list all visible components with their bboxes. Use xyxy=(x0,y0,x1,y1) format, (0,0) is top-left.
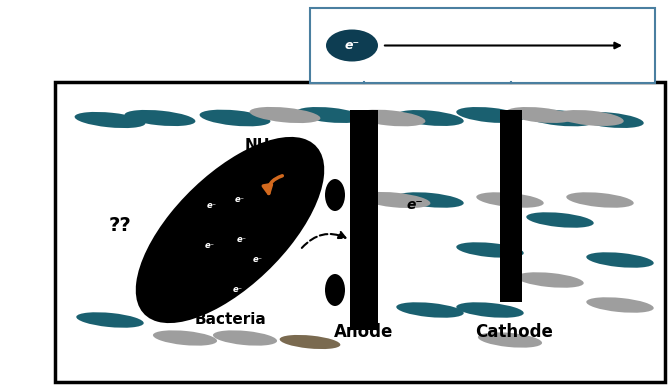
Ellipse shape xyxy=(354,110,425,126)
Ellipse shape xyxy=(250,107,320,123)
Bar xyxy=(350,110,378,330)
Bar xyxy=(310,8,655,83)
Ellipse shape xyxy=(296,107,364,123)
Ellipse shape xyxy=(476,192,544,208)
Text: Cathode: Cathode xyxy=(475,323,553,341)
Ellipse shape xyxy=(526,212,594,228)
Ellipse shape xyxy=(325,179,345,211)
Ellipse shape xyxy=(576,112,644,128)
Ellipse shape xyxy=(586,252,654,268)
FancyArrowPatch shape xyxy=(263,176,282,194)
Ellipse shape xyxy=(517,272,584,288)
Ellipse shape xyxy=(556,110,624,126)
Ellipse shape xyxy=(76,312,144,328)
Text: e⁻: e⁻ xyxy=(344,39,360,52)
Text: NH₄⁺: NH₄⁺ xyxy=(245,138,285,152)
Ellipse shape xyxy=(478,332,542,348)
Ellipse shape xyxy=(396,302,464,318)
Bar xyxy=(500,110,522,302)
Text: e⁻: e⁻ xyxy=(233,285,243,294)
Text: e⁻: e⁻ xyxy=(407,198,423,212)
Ellipse shape xyxy=(153,330,217,346)
Ellipse shape xyxy=(396,192,464,208)
Ellipse shape xyxy=(566,192,634,208)
Ellipse shape xyxy=(213,330,277,346)
Ellipse shape xyxy=(525,110,596,126)
Ellipse shape xyxy=(279,335,340,349)
Text: Anode: Anode xyxy=(334,323,394,341)
Text: e⁻: e⁻ xyxy=(205,241,215,249)
Text: ??: ?? xyxy=(109,216,131,234)
Text: e⁻: e⁻ xyxy=(235,196,245,205)
Ellipse shape xyxy=(200,110,271,126)
Ellipse shape xyxy=(360,192,430,208)
Ellipse shape xyxy=(137,138,323,322)
Ellipse shape xyxy=(586,297,654,313)
Ellipse shape xyxy=(326,29,378,62)
Bar xyxy=(55,82,665,382)
Ellipse shape xyxy=(74,112,145,128)
Ellipse shape xyxy=(456,107,524,123)
Text: e⁻: e⁻ xyxy=(237,236,247,245)
Text: e⁻: e⁻ xyxy=(253,256,263,265)
Text: e⁻: e⁻ xyxy=(207,200,217,209)
Ellipse shape xyxy=(125,110,196,126)
Ellipse shape xyxy=(396,110,464,126)
Text: Bacteria: Bacteria xyxy=(194,312,266,327)
Ellipse shape xyxy=(325,274,345,306)
FancyArrowPatch shape xyxy=(302,232,346,248)
Ellipse shape xyxy=(456,302,524,318)
Ellipse shape xyxy=(456,242,524,258)
Ellipse shape xyxy=(507,107,574,123)
